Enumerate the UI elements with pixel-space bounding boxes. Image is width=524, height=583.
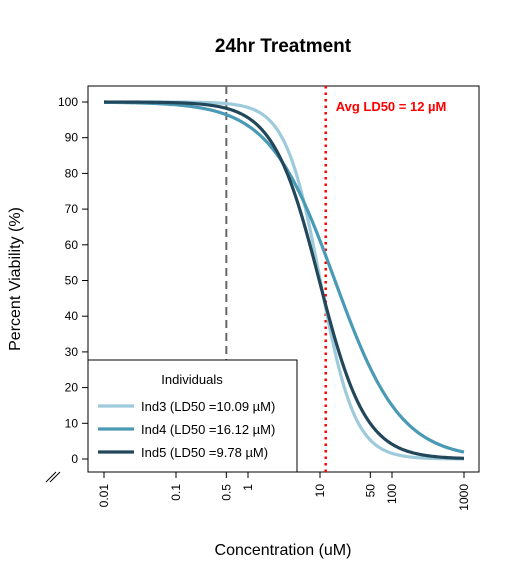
y-tick-label: 20 xyxy=(65,381,79,395)
x-tick-label: 50 xyxy=(363,484,377,498)
x-tick-label: 0.5 xyxy=(219,484,233,501)
chart-title: 24hr Treatment xyxy=(215,36,352,57)
y-tick-label: 80 xyxy=(65,166,79,180)
legend-box xyxy=(87,359,298,473)
series-lines xyxy=(103,100,465,461)
legend-title: Individuals xyxy=(161,372,223,387)
y-tick-label: 70 xyxy=(65,202,79,216)
reference-lines: Avg LD50 = 12 µM xyxy=(225,86,447,472)
x-tick-label: 1000 xyxy=(457,484,471,511)
y-tick-label: 30 xyxy=(65,345,79,359)
series-line xyxy=(103,100,465,460)
legend: Individuals Ind3 (LD50 =10.09 µM) Ind4 (L… xyxy=(87,359,298,473)
x-tick-label: 100 xyxy=(385,484,399,504)
y-tick-label: 90 xyxy=(65,131,79,145)
y-tick-label: 50 xyxy=(65,274,79,288)
y-tick-label: 0 xyxy=(71,452,78,466)
y-tick-label: 60 xyxy=(65,238,79,252)
x-tick-label: 10 xyxy=(313,484,327,498)
x-tick-label: 0.1 xyxy=(169,484,183,501)
y-tick-label: 10 xyxy=(65,416,79,430)
y-axis-label: Percent Viability (%) xyxy=(7,207,24,351)
x-tick-label: 0.01 xyxy=(97,484,111,508)
y-axis: 0 10 20 30 40 50 60 70 80 90 100 xyxy=(58,95,88,466)
x-tick-label: 1 xyxy=(241,484,255,491)
x-axis-label: Concentration (uM) xyxy=(215,542,352,559)
avg-ld50-annotation: Avg LD50 = 12 µM xyxy=(336,99,447,114)
x-axis: 0.01 0.1 0.5 1 10 50 100 1000 xyxy=(97,472,471,511)
y-tick-label: 40 xyxy=(65,309,79,323)
y-axis-break xyxy=(45,471,61,483)
y-tick-label: 100 xyxy=(58,95,78,109)
legend-entry: Ind4 (LD50 =16.12 µM) xyxy=(141,422,275,437)
legend-entry: Ind3 (LD50 =10.09 µM) xyxy=(141,399,275,414)
legend-entry: Ind5 (LD50 =9.78 µM) xyxy=(141,445,268,460)
